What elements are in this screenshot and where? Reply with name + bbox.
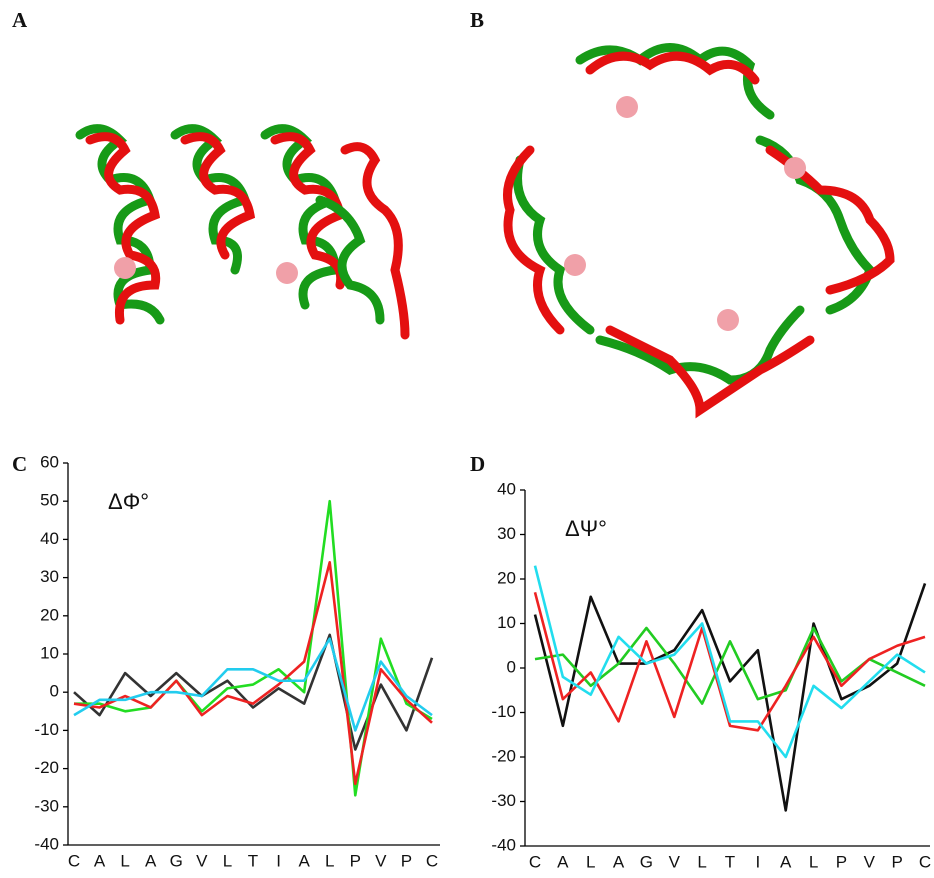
y-tick-label: 10 xyxy=(40,643,59,662)
x-tick-label: C xyxy=(68,851,80,870)
panel-label: B xyxy=(470,8,484,32)
series-line xyxy=(73,637,433,732)
x-tick-label: G xyxy=(640,852,653,871)
x-tick-label: L xyxy=(697,852,706,871)
x-tick-label: A xyxy=(557,852,569,871)
y-tick-label: -20 xyxy=(491,746,516,765)
x-tick-label: L xyxy=(586,852,595,871)
y-tick-label: -30 xyxy=(34,796,59,815)
x-tick-label: L xyxy=(325,851,334,870)
structure-a xyxy=(75,124,410,340)
panel-label: C xyxy=(12,452,27,476)
y-tick-label: -10 xyxy=(491,702,516,721)
panel-label: D xyxy=(470,452,485,476)
x-tick-label: A xyxy=(613,852,625,871)
y-tick-label: 0 xyxy=(50,682,59,701)
x-tick-label: I xyxy=(755,852,760,871)
y-tick-label: 10 xyxy=(497,613,516,632)
x-tick-label: L xyxy=(223,851,232,870)
series-line xyxy=(533,583,927,812)
annotation: ΔΨ° xyxy=(565,516,607,541)
y-tick-label: 30 xyxy=(40,567,59,586)
series-line xyxy=(533,592,926,732)
panel-label: A xyxy=(12,8,28,32)
series-line xyxy=(533,565,926,759)
x-tick-label: V xyxy=(375,851,387,870)
annotation: ΔΦ° xyxy=(108,489,149,514)
y-tick-label: 20 xyxy=(497,568,516,587)
x-tick-label: I xyxy=(276,851,281,870)
x-tick-label: V xyxy=(864,852,876,871)
y-tick-label: -30 xyxy=(491,791,516,810)
y-tick-label: 40 xyxy=(497,479,516,498)
y-tick-label: 60 xyxy=(40,452,59,471)
x-tick-label: A xyxy=(298,851,310,870)
series-line xyxy=(534,626,926,705)
x-tick-label: P xyxy=(401,851,412,870)
structure-b xyxy=(503,43,895,419)
series-line xyxy=(74,499,433,797)
x-tick-label: C xyxy=(919,852,931,871)
y-tick-label: 20 xyxy=(40,605,59,624)
y-tick-label: 0 xyxy=(507,657,516,676)
y-tick-label: -10 xyxy=(34,720,59,739)
x-tick-label: C xyxy=(426,851,438,870)
y-tick-label: 30 xyxy=(497,524,516,543)
x-tick-label: L xyxy=(809,852,818,871)
series-line xyxy=(73,561,433,786)
x-tick-label: V xyxy=(669,852,681,871)
x-tick-label: T xyxy=(725,852,735,871)
x-tick-label: P xyxy=(836,852,847,871)
y-tick-label: 40 xyxy=(40,529,59,548)
x-tick-label: G xyxy=(170,851,183,870)
x-tick-label: P xyxy=(891,852,902,871)
y-tick-label: -40 xyxy=(34,834,59,853)
x-tick-label: V xyxy=(196,851,208,870)
x-tick-label: A xyxy=(780,852,792,871)
y-tick-label: 50 xyxy=(40,491,59,510)
x-tick-label: P xyxy=(350,851,361,870)
y-tick-label: -20 xyxy=(34,758,59,777)
x-tick-label: A xyxy=(145,851,157,870)
x-tick-label: L xyxy=(120,851,129,870)
x-tick-label: C xyxy=(529,852,541,871)
x-tick-label: A xyxy=(94,851,106,870)
x-tick-label: T xyxy=(248,851,258,870)
y-tick-label: -40 xyxy=(491,835,516,854)
